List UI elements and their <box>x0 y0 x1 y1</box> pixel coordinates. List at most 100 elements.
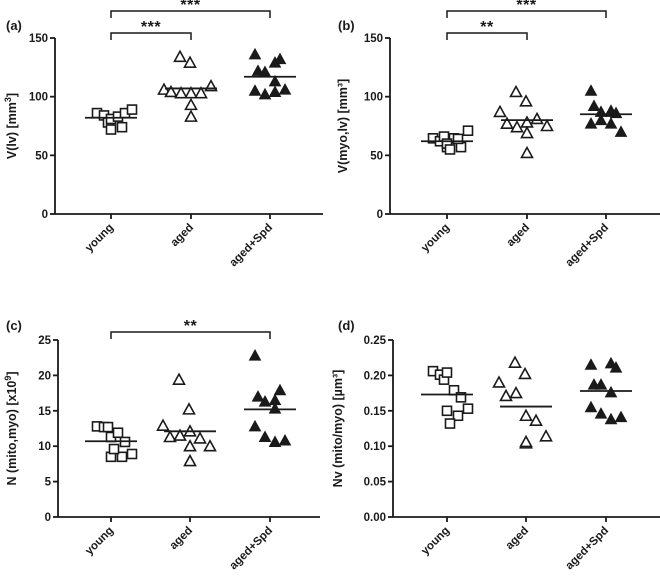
data-point <box>164 84 178 98</box>
data-point <box>441 405 453 417</box>
y-axis-label: N (mito,myo) [x109] <box>3 371 19 485</box>
data-point <box>584 400 598 413</box>
y-tick-label: 50 <box>370 150 383 162</box>
data-point <box>493 104 507 118</box>
data-point <box>540 118 554 132</box>
data-point <box>203 439 217 452</box>
x-tick-label: young <box>83 222 116 255</box>
y-tick-label: 0.25 <box>364 335 387 347</box>
data-point <box>116 121 128 133</box>
significance-label: *** <box>141 19 161 36</box>
x-tick-label: aged <box>505 222 532 249</box>
y-tick-label: 150 <box>364 33 383 45</box>
y-axis-label: V(myo,lv) [mm³] <box>336 79 350 173</box>
data-point <box>268 56 282 68</box>
data-point <box>520 145 534 159</box>
significance-bracket <box>110 32 192 40</box>
data-point <box>500 116 514 129</box>
data-point <box>587 99 601 112</box>
data-point <box>529 413 543 427</box>
series-aged <box>493 84 554 159</box>
y-tick-label: 5 <box>45 477 52 489</box>
y-tick-label: 50 <box>35 150 48 162</box>
data-point <box>184 109 198 122</box>
x-tick-label: young <box>83 525 116 558</box>
panel-label: (c) <box>6 318 22 333</box>
data-point <box>248 349 262 361</box>
data-point <box>173 49 187 63</box>
significance-label: *** <box>180 0 200 14</box>
data-point <box>509 385 523 399</box>
series-young <box>85 104 138 135</box>
data-point <box>499 388 513 402</box>
y-tick-label: 0 <box>42 209 48 221</box>
data-point <box>273 383 287 396</box>
panel-a: (a) 0 50 100 150 young aged aged+Spd V(lv) [mm3]… <box>3 0 323 269</box>
data-point <box>520 125 534 139</box>
x-tick-label: aged <box>168 525 195 552</box>
data-point <box>444 418 456 429</box>
panel-label: (b) <box>338 18 355 33</box>
data-point <box>105 124 117 135</box>
data-point <box>184 85 198 99</box>
data-point <box>519 94 533 107</box>
series-aged-plus-Spd <box>580 356 632 425</box>
y-tick-label: 25 <box>38 335 51 347</box>
panel-label: (a) <box>6 18 22 33</box>
series-young <box>85 421 138 463</box>
panel-label: (d) <box>338 318 355 333</box>
series-aged-plus-Spd <box>580 84 632 137</box>
x-tick-label: aged+Spd <box>228 525 276 573</box>
data-point <box>510 120 524 133</box>
x-tick-label: aged+Spd <box>228 222 276 270</box>
data-point <box>258 87 272 100</box>
data-point <box>173 428 187 441</box>
data-point <box>518 366 532 380</box>
panel-b: (b) 0 50 100 150 young aged aged+Spd V(myo,lv) [… <box>336 0 660 269</box>
data-point <box>116 451 128 463</box>
data-point <box>604 412 618 425</box>
data-point <box>112 427 124 439</box>
data-point <box>584 84 598 96</box>
data-point <box>604 385 618 398</box>
significance-bracket <box>110 10 271 18</box>
significance-label: *** <box>516 0 536 14</box>
data-point <box>452 410 464 422</box>
panel-c: (c) 0 5 10 15 20 25 young aged aged+Spd N (mito,my… <box>3 318 320 572</box>
data-point <box>530 111 544 125</box>
y-tick-label: 10 <box>38 441 51 453</box>
series-aged <box>157 49 218 122</box>
data-point <box>258 395 272 407</box>
data-point <box>584 117 598 129</box>
data-point <box>182 402 196 415</box>
data-point <box>174 85 188 99</box>
significance-label: ** <box>184 318 198 335</box>
data-point <box>584 358 598 370</box>
data-point <box>126 104 138 115</box>
data-point <box>184 97 198 111</box>
data-point <box>519 434 533 448</box>
data-point <box>444 144 456 155</box>
data-point <box>594 407 608 419</box>
y-tick-label: 0 <box>45 512 51 524</box>
significance-bracket <box>110 331 271 339</box>
data-point <box>248 419 262 432</box>
data-point <box>604 356 618 369</box>
data-point <box>604 104 618 116</box>
y-tick-label: 0.10 <box>364 441 386 453</box>
significance-bracket <box>446 10 607 18</box>
data-point <box>183 439 197 452</box>
data-point <box>441 367 453 378</box>
data-point <box>509 84 523 98</box>
y-tick-label: 0 <box>377 209 383 221</box>
y-tick-label: 100 <box>364 92 383 104</box>
data-point <box>539 429 553 442</box>
data-point <box>508 355 522 368</box>
data-point <box>268 435 282 447</box>
data-point <box>519 408 533 422</box>
data-point <box>172 372 186 385</box>
data-point <box>452 133 464 145</box>
y-tick-label: 0.00 <box>364 512 386 524</box>
data-point <box>163 429 177 443</box>
